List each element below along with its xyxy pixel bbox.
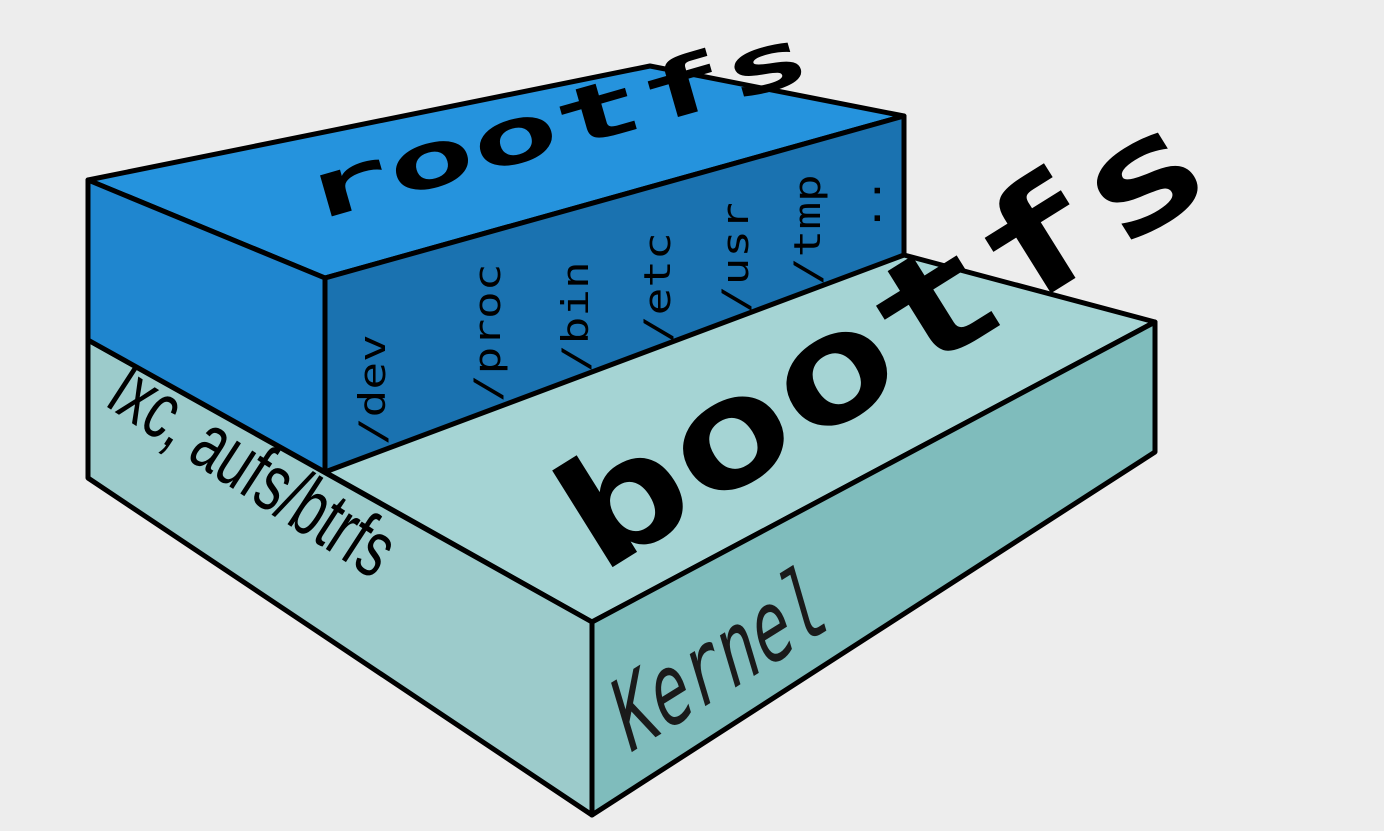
dir-tmp: /tmp: [786, 174, 829, 285]
dir-dev: /dev: [351, 334, 394, 445]
bootfs-right-face: [589, 319, 1158, 818]
dir-etc: /etc: [636, 232, 679, 343]
dir-usr: /usr: [714, 202, 757, 313]
dir-proc: /proc: [466, 264, 509, 402]
rootfs-side-face: [322, 113, 907, 475]
dir-more: ..: [846, 177, 889, 232]
rootfs-layer: rootfs /dev /proc /bin /etc /usr /tmp ..: [85, 9, 907, 475]
rootfs-dir-list: /dev /proc /bin /etc /usr /tmp ..: [351, 174, 889, 445]
dir-bin: /bin: [554, 261, 597, 372]
